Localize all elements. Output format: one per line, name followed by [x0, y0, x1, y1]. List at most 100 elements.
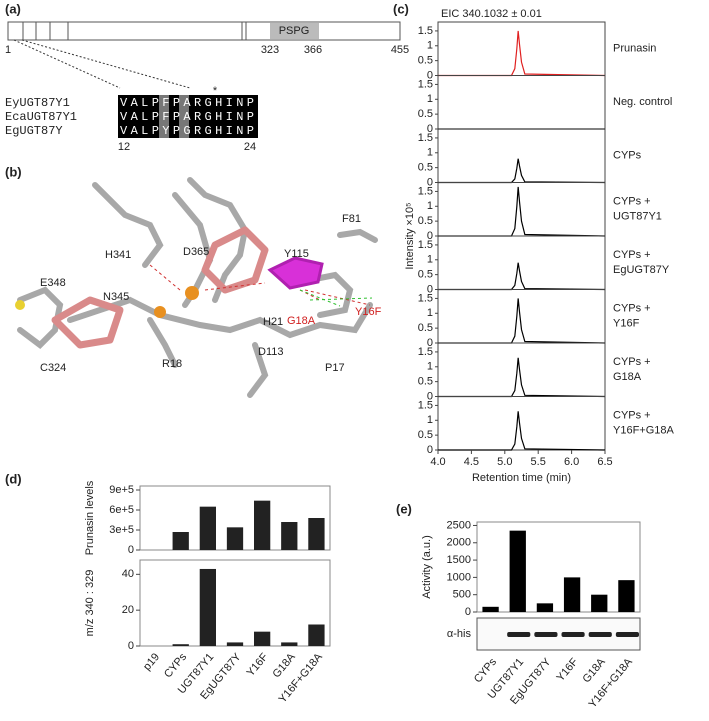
phosphate	[185, 286, 199, 300]
position: 24	[244, 141, 256, 153]
y-tick-label: 1.5	[418, 25, 433, 37]
residue-label: F81	[342, 213, 361, 225]
y-tick-label: 1.5	[418, 399, 433, 411]
y-tick-label: 2500	[447, 519, 471, 531]
residue-label: R18	[162, 358, 182, 370]
trace-label: CYPs +	[613, 249, 651, 261]
y-tick-label: 0	[427, 390, 433, 402]
x-axis-label: Retention time (min)	[472, 472, 571, 484]
bar	[254, 500, 271, 550]
domain-tick: 1	[5, 44, 11, 56]
residue-label: H21	[263, 316, 283, 328]
bar	[509, 530, 526, 612]
star: *	[213, 85, 218, 97]
y-tick-label: 0.5	[418, 215, 433, 227]
blot-band	[561, 632, 585, 637]
bar	[199, 506, 216, 550]
residue-label: E348	[40, 277, 66, 289]
trace	[438, 30, 606, 77]
y-tick-label: 0.5	[418, 429, 433, 441]
y-tick-label: 1000	[447, 571, 471, 583]
y-tick-label: 0.5	[418, 162, 433, 174]
y-tick-label: 6e+5	[109, 504, 134, 516]
blot-band	[588, 632, 612, 637]
y-tick-label: 0	[427, 176, 433, 188]
y-axis-label: Prunasin levels	[84, 480, 96, 555]
residue-label: H341	[105, 249, 131, 261]
y-axis-label: Intensity ×10⁵	[404, 202, 416, 269]
chart-title: EIC 340.1032 ± 0.01	[441, 8, 542, 20]
bar	[482, 606, 499, 612]
trace-label: CYPs +	[613, 196, 651, 208]
h-bonds	[149, 264, 371, 306]
domain-tick: 366	[304, 44, 322, 56]
y-tick-label: 1500	[447, 554, 471, 566]
y-tick-label: 0.5	[418, 108, 433, 120]
y-tick-label: 1.5	[418, 78, 433, 90]
trace-label: G18A	[613, 371, 642, 383]
structure: D365 H341 F81 Y115 N345 E348 H21 G18A Y1…	[15, 177, 382, 398]
panel-label: (e)	[396, 501, 412, 516]
domain-tick: 323	[261, 44, 279, 56]
y-tick-label: 0	[128, 544, 134, 556]
ligand	[51, 296, 124, 349]
sequence: VALPYPGRGHINP	[120, 124, 254, 138]
x-tick-label: Y16F	[555, 656, 581, 684]
y-tick-label: 500	[453, 589, 471, 601]
y-tick-label: 1	[427, 254, 433, 266]
y-tick-label: 1	[427, 93, 433, 105]
seq-name: EyUGT87Y1	[5, 96, 70, 110]
y-tick-label: 1	[427, 200, 433, 212]
y-tick-label: 1.5	[418, 239, 433, 251]
bar	[281, 522, 298, 550]
y-tick-label: 0.5	[418, 55, 433, 67]
y-tick-label: 1	[427, 414, 433, 426]
zoom-line	[21, 39, 191, 89]
y-axis-label: Activity (a.u.)	[421, 535, 433, 599]
y-tick-label: 1	[427, 361, 433, 373]
bar	[172, 644, 189, 646]
x-tick-label: p19	[141, 651, 162, 673]
residue-label: C324	[40, 362, 66, 374]
x-tick-label: Y16F	[245, 651, 271, 679]
panel-label: (a)	[5, 1, 21, 16]
bar	[199, 568, 216, 646]
residue-label: D365	[183, 246, 209, 258]
alignment: EyUGT87Y1 EcaUGT87Y1 EgUGT87Y VALPFPARGH…	[5, 85, 258, 153]
x-tick-label: 5.0	[497, 456, 512, 468]
bar	[618, 580, 635, 612]
blot-band	[615, 632, 639, 637]
y-tick-label: 1	[427, 147, 433, 159]
y-axis-label: m/z 340 : 329	[84, 570, 96, 637]
domain-diagram: PSPG 1 323 366 455	[5, 21, 409, 89]
trace-label: CYPs +	[613, 410, 651, 422]
y-tick-label: 1	[427, 40, 433, 52]
trace	[438, 186, 606, 237]
sequence: VALPFPARGHINP	[120, 96, 254, 110]
x-tick-label: 6.0	[564, 456, 579, 468]
y-tick-label: 20	[122, 604, 134, 616]
h-bonds	[299, 289, 373, 307]
panel-label: (c)	[393, 1, 409, 16]
trace-label: Y16F+G18A	[613, 425, 675, 437]
region-label: PSPG	[279, 25, 310, 37]
bar	[591, 594, 608, 612]
domain-lines	[22, 22, 247, 40]
y-tick-label: 1.5	[418, 132, 433, 144]
domain-tick: 455	[391, 44, 409, 56]
trace-label: Y16F	[613, 318, 640, 330]
panel-label: (b)	[5, 164, 22, 179]
y-tick-label: 0	[427, 337, 433, 349]
plot-frame	[476, 521, 641, 613]
y-tick-label: 0	[427, 123, 433, 135]
variable-column	[159, 95, 169, 138]
x-tick-label: 5.5	[531, 456, 546, 468]
residue-label: N345	[103, 291, 129, 303]
trace-label: CYPs +	[613, 356, 651, 368]
bar	[281, 642, 298, 646]
seq-name: EgUGT87Y	[5, 124, 63, 138]
trace	[438, 158, 606, 184]
bar	[226, 642, 244, 646]
y-tick-label: 1.5	[418, 346, 433, 358]
